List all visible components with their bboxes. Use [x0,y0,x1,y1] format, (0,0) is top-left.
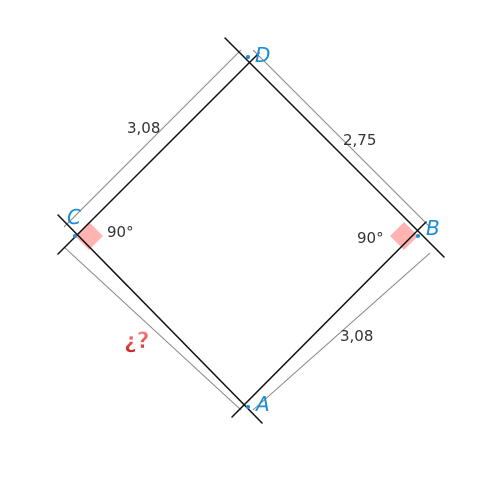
side-ca [57,214,263,424]
angle-label-b: 90° [357,229,384,247]
quadrilateral-outline [57,37,445,424]
side-ba [231,221,427,418]
dimension-lines [63,49,431,411]
vertex-point-c [73,234,77,238]
side-label-cd: 3,08 [127,119,160,137]
vertex-label-d: D [255,43,270,67]
vertex-point-a [246,405,250,409]
side-label-ca-unknown: ¿? [124,329,150,354]
side-label-ba: 3,08 [340,327,373,345]
right-angle-marker-b [390,222,418,250]
dimension-line-db [252,49,431,228]
side-db [224,37,445,258]
angle-label-c: 90° [107,223,134,241]
dimension-line-ba [252,252,431,411]
side-cd [57,52,260,255]
side-label-db: 2,75 [343,131,376,149]
vertex-point-d [246,55,250,59]
vertex-point-b [416,234,420,238]
vertex-label-a: A [254,392,270,416]
vertex-label-b: B [426,216,440,240]
vertex-points [73,55,420,409]
dimension-line-ca [63,246,242,411]
vertex-label-c: C [67,205,81,229]
dimension-line-cd [63,49,242,228]
